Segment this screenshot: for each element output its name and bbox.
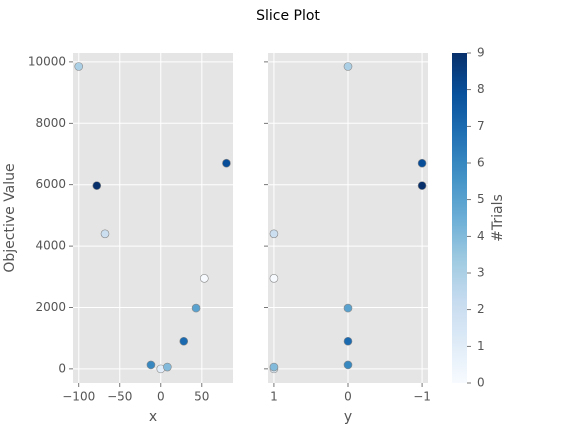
colorbar-tick-label: 0	[477, 376, 485, 390]
x-tick-label: 1	[270, 390, 278, 404]
point	[343, 303, 353, 313]
point	[191, 303, 201, 313]
point	[163, 362, 172, 372]
point	[100, 229, 110, 239]
y-tick-label: 0	[58, 361, 66, 375]
y-tick-label: 2000	[35, 300, 66, 314]
chart-title: Slice Plot	[256, 8, 320, 24]
point	[417, 158, 427, 168]
plot-area	[73, 53, 233, 383]
point	[343, 62, 353, 71]
point	[74, 62, 84, 71]
colorbar-tick-label: 6	[477, 156, 485, 170]
y-tick-label: 6000	[35, 177, 66, 191]
x-axis-label: x	[149, 409, 157, 425]
x-tick-label: −1	[413, 390, 431, 404]
colorbar-tick-label: 2	[477, 302, 485, 316]
point	[417, 181, 427, 190]
colorbar-tick-label: 3	[477, 266, 485, 280]
colorbar-tick-label: 1	[477, 339, 485, 353]
y-tick-label: 4000	[35, 239, 66, 253]
colorbar-tick-label: 8	[477, 82, 485, 96]
point	[269, 229, 279, 239]
point	[269, 274, 279, 283]
colorbar-label: #Trials	[490, 194, 506, 242]
point	[146, 360, 156, 370]
colorbar-tick-label: 7	[477, 119, 485, 133]
point	[199, 274, 209, 283]
y-tick-label: 8000	[35, 116, 66, 130]
point	[343, 336, 353, 346]
point	[179, 336, 189, 346]
point	[92, 181, 102, 190]
colorbar-tick-label: 4	[477, 229, 485, 243]
x-tick-label: −100	[62, 390, 95, 404]
x-tick-label: −50	[107, 390, 132, 404]
y-tick-label: 10000	[28, 54, 66, 68]
x-tick-label: 0	[344, 390, 352, 404]
colorbar-tick-label: 5	[477, 192, 485, 206]
point	[269, 362, 279, 372]
point	[222, 158, 231, 168]
colorbar-tick-label: 9	[477, 46, 485, 60]
point	[343, 360, 353, 370]
x-tick-label: 50	[194, 390, 209, 404]
x-axis-label: y	[344, 409, 352, 425]
y-axis-label: Objective Value	[2, 163, 18, 272]
x-tick-label: 0	[157, 390, 165, 404]
colorbar	[452, 53, 467, 383]
